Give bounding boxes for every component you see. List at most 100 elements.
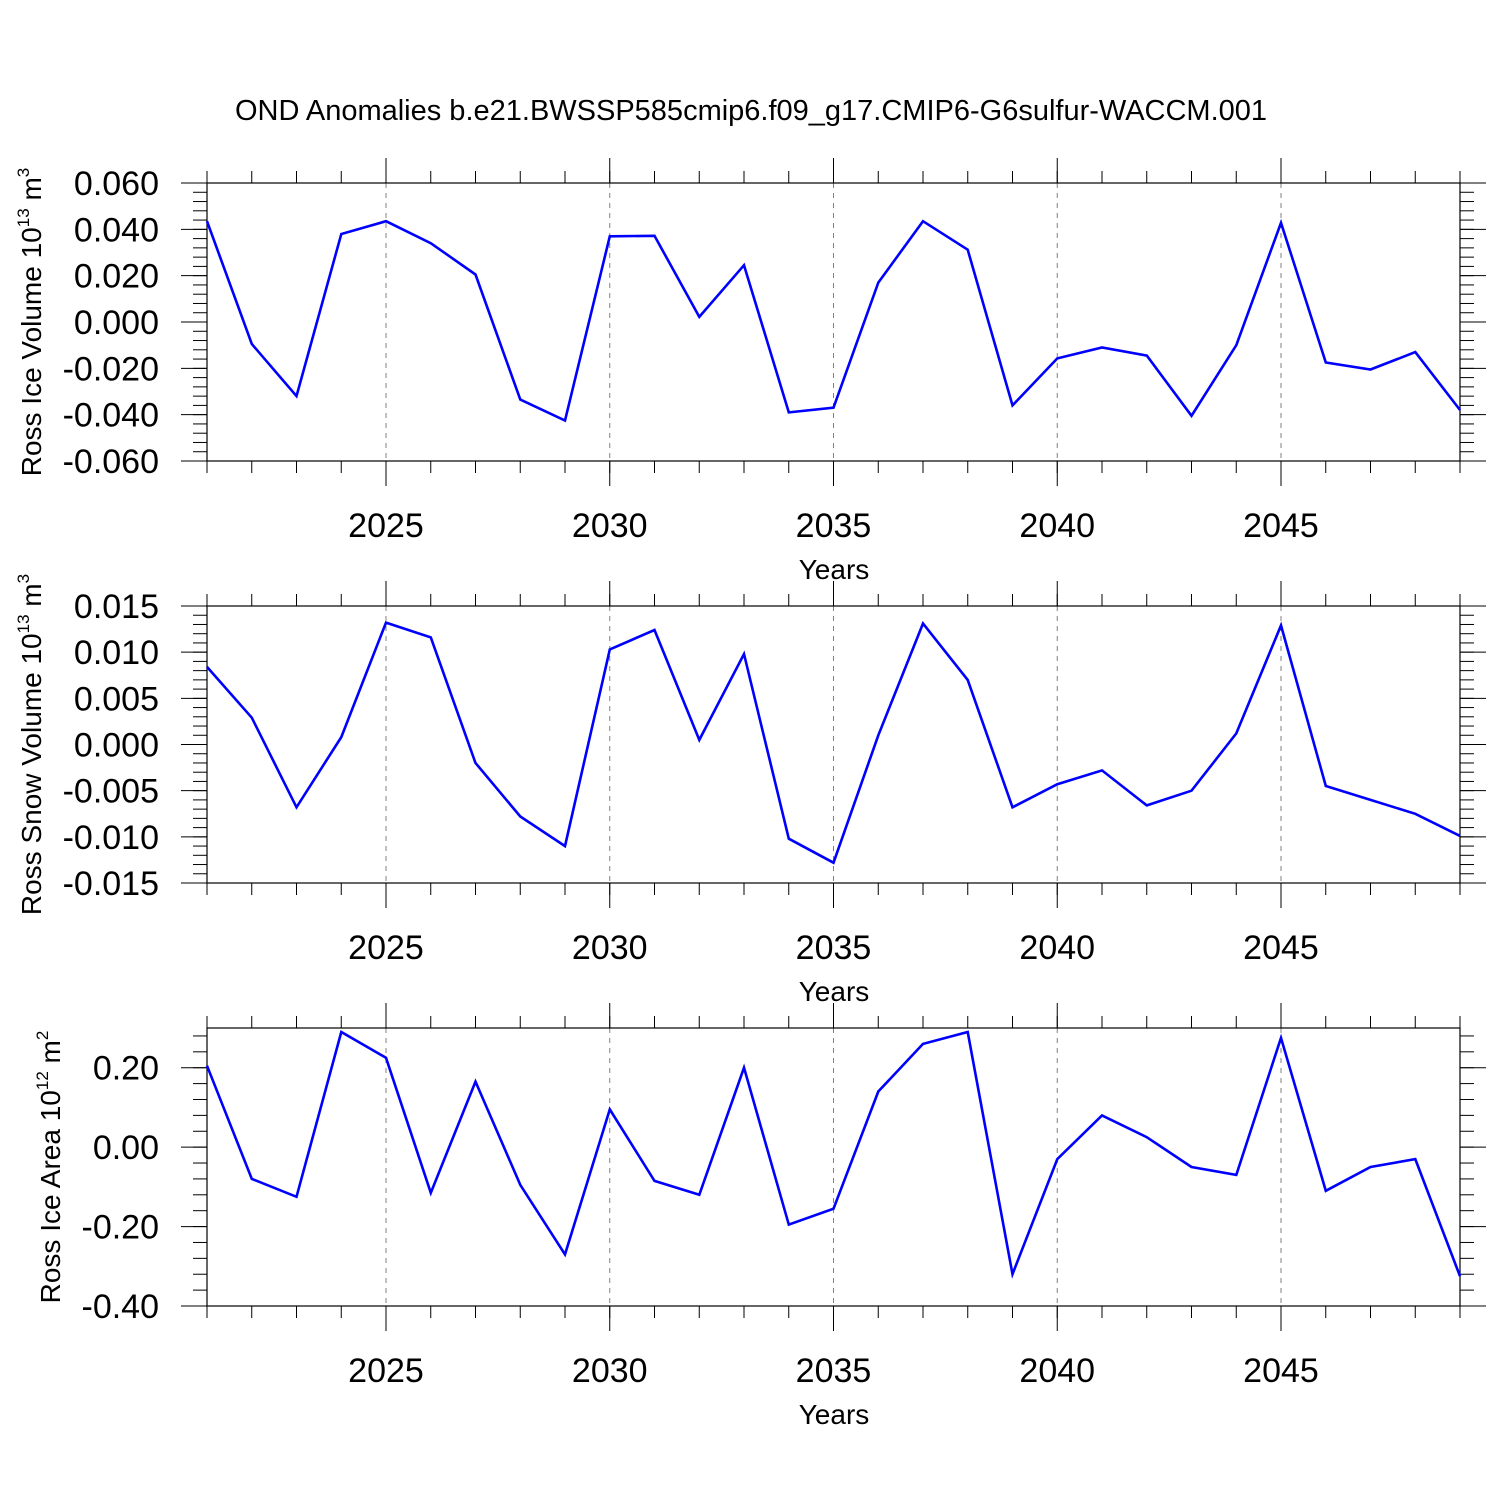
data-point: [339, 735, 344, 740]
x-axis-title: Years: [799, 554, 870, 585]
data-point: [965, 247, 970, 252]
data-point: [1279, 220, 1284, 225]
data-point: [607, 234, 612, 239]
data-point: [1100, 345, 1105, 350]
y-axis-title-unit: m: [35, 1040, 66, 1071]
data-point: [1100, 1113, 1105, 1118]
y-tick-label: 0.020: [74, 258, 159, 296]
data-point: [742, 1065, 747, 1070]
series-line: [206, 620, 1461, 865]
data-point: [607, 647, 612, 652]
data-point: [1279, 1035, 1284, 1040]
y-tick-label: 0.000: [74, 304, 159, 342]
data-point: [1189, 1165, 1194, 1170]
data-point: [1368, 367, 1373, 372]
data-point: [294, 805, 299, 810]
data-point: [428, 241, 433, 246]
data-point: [1010, 805, 1015, 810]
data-point: [1323, 360, 1328, 365]
x-tick-label: 2025: [348, 1352, 424, 1390]
data-point: [518, 397, 523, 402]
y-axis-title: Ross Ice Volume 1013 m3: [14, 168, 47, 477]
data-point: [652, 233, 657, 238]
x-tick-label: 2045: [1243, 507, 1319, 545]
y-axis-title: Ross Ice Area 1012 m2: [33, 1031, 66, 1304]
data-point: [607, 1107, 612, 1112]
y-axis-title-text: Ross Snow Volume 10: [16, 633, 47, 915]
data-point: [652, 628, 657, 633]
data-point: [473, 1079, 478, 1084]
data-point: [786, 410, 791, 415]
data-point: [1413, 811, 1418, 816]
data-point: [1100, 768, 1105, 773]
data-point: [1458, 408, 1463, 413]
data-point: [249, 1176, 254, 1181]
data-point: [965, 677, 970, 682]
data-point: [1144, 1135, 1149, 1140]
x-tick-label: 2040: [1019, 929, 1095, 967]
y-axis-title: Ross Snow Volume 1013 m3: [14, 574, 47, 915]
data-point: [428, 1190, 433, 1195]
data-point: [1323, 784, 1328, 789]
panel-1: -0.060 -0.040 -0.020 0.000 0.020 0.040 0.060 20…: [14, 158, 1486, 585]
data-point: [428, 635, 433, 640]
y-axis-title-unit-exponent: 3: [14, 574, 33, 583]
data-point: [1234, 1172, 1239, 1177]
data-point: [786, 1222, 791, 1227]
data-point: [1055, 782, 1060, 787]
data-point: [384, 620, 389, 625]
data-point: [1144, 803, 1149, 808]
data-point: [1323, 1188, 1328, 1193]
data-point: [1413, 350, 1418, 355]
x-tick-label: 2025: [348, 929, 424, 967]
data-point: [339, 1029, 344, 1034]
data-point: [563, 418, 568, 423]
y-tick-label: 0.00: [93, 1129, 159, 1167]
y-axis-title-text: Ross Ice Volume 10: [16, 227, 47, 476]
data-point: [831, 1206, 836, 1211]
x-tick-label: 2045: [1243, 929, 1319, 967]
y-tick-label: -0.015: [63, 865, 159, 903]
y-tick-label: -0.040: [63, 397, 159, 435]
data-point: [205, 664, 210, 669]
data-point: [1010, 403, 1015, 408]
data-point: [697, 314, 702, 319]
y-axis-title-unit-exponent: 2: [33, 1031, 52, 1040]
data-point: [518, 814, 523, 819]
data-point: [921, 1041, 926, 1046]
data-point: [249, 342, 254, 347]
data-point: [831, 860, 836, 865]
y-tick-label: -0.40: [82, 1288, 160, 1326]
x-tick-label: 2040: [1019, 1352, 1095, 1390]
data-point: [786, 836, 791, 841]
x-axis-title: Years: [799, 1399, 870, 1430]
y-tick-label: -0.060: [63, 443, 159, 481]
data-point: [384, 1055, 389, 1060]
data-point: [697, 737, 702, 742]
data-point: [1010, 1272, 1015, 1277]
data-point: [473, 272, 478, 277]
data-point: [876, 280, 881, 285]
y-axis-title-unit: m: [16, 177, 47, 208]
y-tick-label: -0.020: [63, 350, 159, 388]
data-point: [1055, 1157, 1060, 1162]
data-point: [742, 652, 747, 657]
x-tick-label: 2045: [1243, 1352, 1319, 1390]
data-point: [1144, 353, 1149, 358]
x-axis-title: Years: [799, 976, 870, 1007]
data-point: [742, 263, 747, 268]
data-point: [1368, 797, 1373, 802]
data-point: [518, 1182, 523, 1187]
panel-2: -0.015 -0.010 -0.005 0.000 0.005 0.010 0.015 20…: [14, 574, 1486, 1007]
data-point: [876, 1089, 881, 1094]
y-axis-title-unit-exponent: 3: [14, 168, 33, 177]
x-tick-label: 2030: [572, 1352, 648, 1390]
data-point: [339, 231, 344, 236]
chart-title: OND Anomalies b.e21.BWSSP585cmip6.f09_g1…: [235, 95, 1267, 127]
panel-3: -0.40 -0.20 0.00 0.20 2025 2030 2035 2040 2045 Ye…: [33, 1003, 1486, 1430]
y-tick-label: 0.015: [74, 588, 159, 626]
x-tick-label: 2035: [796, 929, 872, 967]
panels: -0.060-0.040-0.0200.0000.0200.0400.06020…: [14, 158, 1486, 1430]
y-tick-label: 0.20: [93, 1050, 159, 1088]
data-point: [205, 219, 210, 224]
